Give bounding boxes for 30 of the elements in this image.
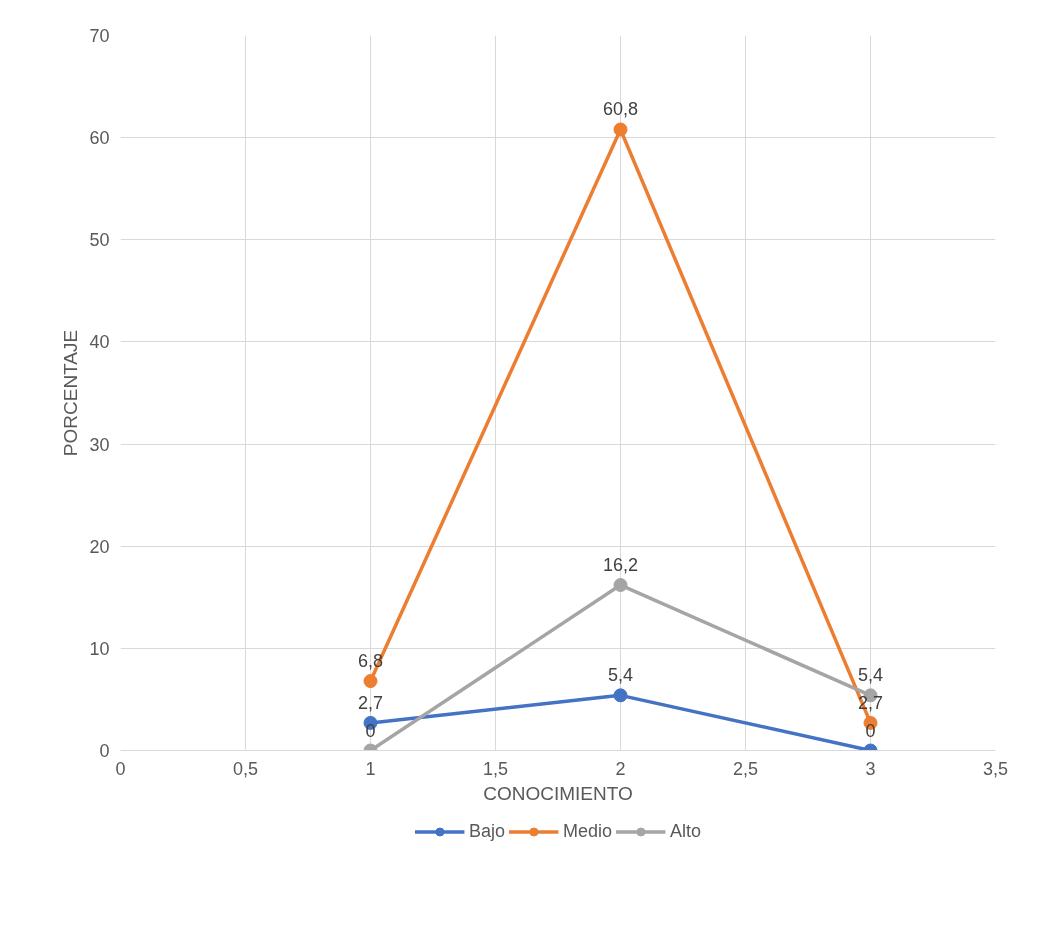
x-axis-title: CONOCIMIENTO xyxy=(483,782,633,804)
x-tick-label: 3,5 xyxy=(982,758,1009,779)
point xyxy=(613,688,628,703)
data-label: 2,7 xyxy=(357,692,384,713)
legend-label: Bajo xyxy=(468,820,505,842)
y-tick-label: 0 xyxy=(99,741,110,761)
x-tick-label: 0,5 xyxy=(232,758,259,779)
y-tick-label: 20 xyxy=(89,536,110,557)
data-label: 60,8 xyxy=(602,99,639,120)
y-tick-label: 70 xyxy=(89,26,110,46)
data-label: 5,4 xyxy=(857,665,884,686)
y-tick-label: 60 xyxy=(89,128,110,149)
legend-label: Alto xyxy=(670,820,702,842)
x-tick-label: 2,5 xyxy=(732,758,759,779)
y-tick-label: 50 xyxy=(89,230,110,251)
point xyxy=(613,578,628,593)
data-label: 5,4 xyxy=(607,665,634,686)
x-tick-label: 3 xyxy=(865,758,876,779)
data-label: 16,2 xyxy=(602,555,639,576)
y-tick-label: 30 xyxy=(89,434,110,455)
y-tick-label: 10 xyxy=(89,638,110,659)
point xyxy=(613,122,628,137)
legend-label: Medio xyxy=(562,820,613,842)
y-axis-title: PORCENTAJE xyxy=(60,329,82,457)
x-tick-label: 0 xyxy=(115,758,126,779)
point xyxy=(363,674,378,689)
x-tick-label: 1 xyxy=(365,758,376,779)
y-tick-label: 40 xyxy=(89,332,110,353)
x-tick-label: 2 xyxy=(615,758,626,779)
x-tick-label: 1,5 xyxy=(482,758,509,779)
